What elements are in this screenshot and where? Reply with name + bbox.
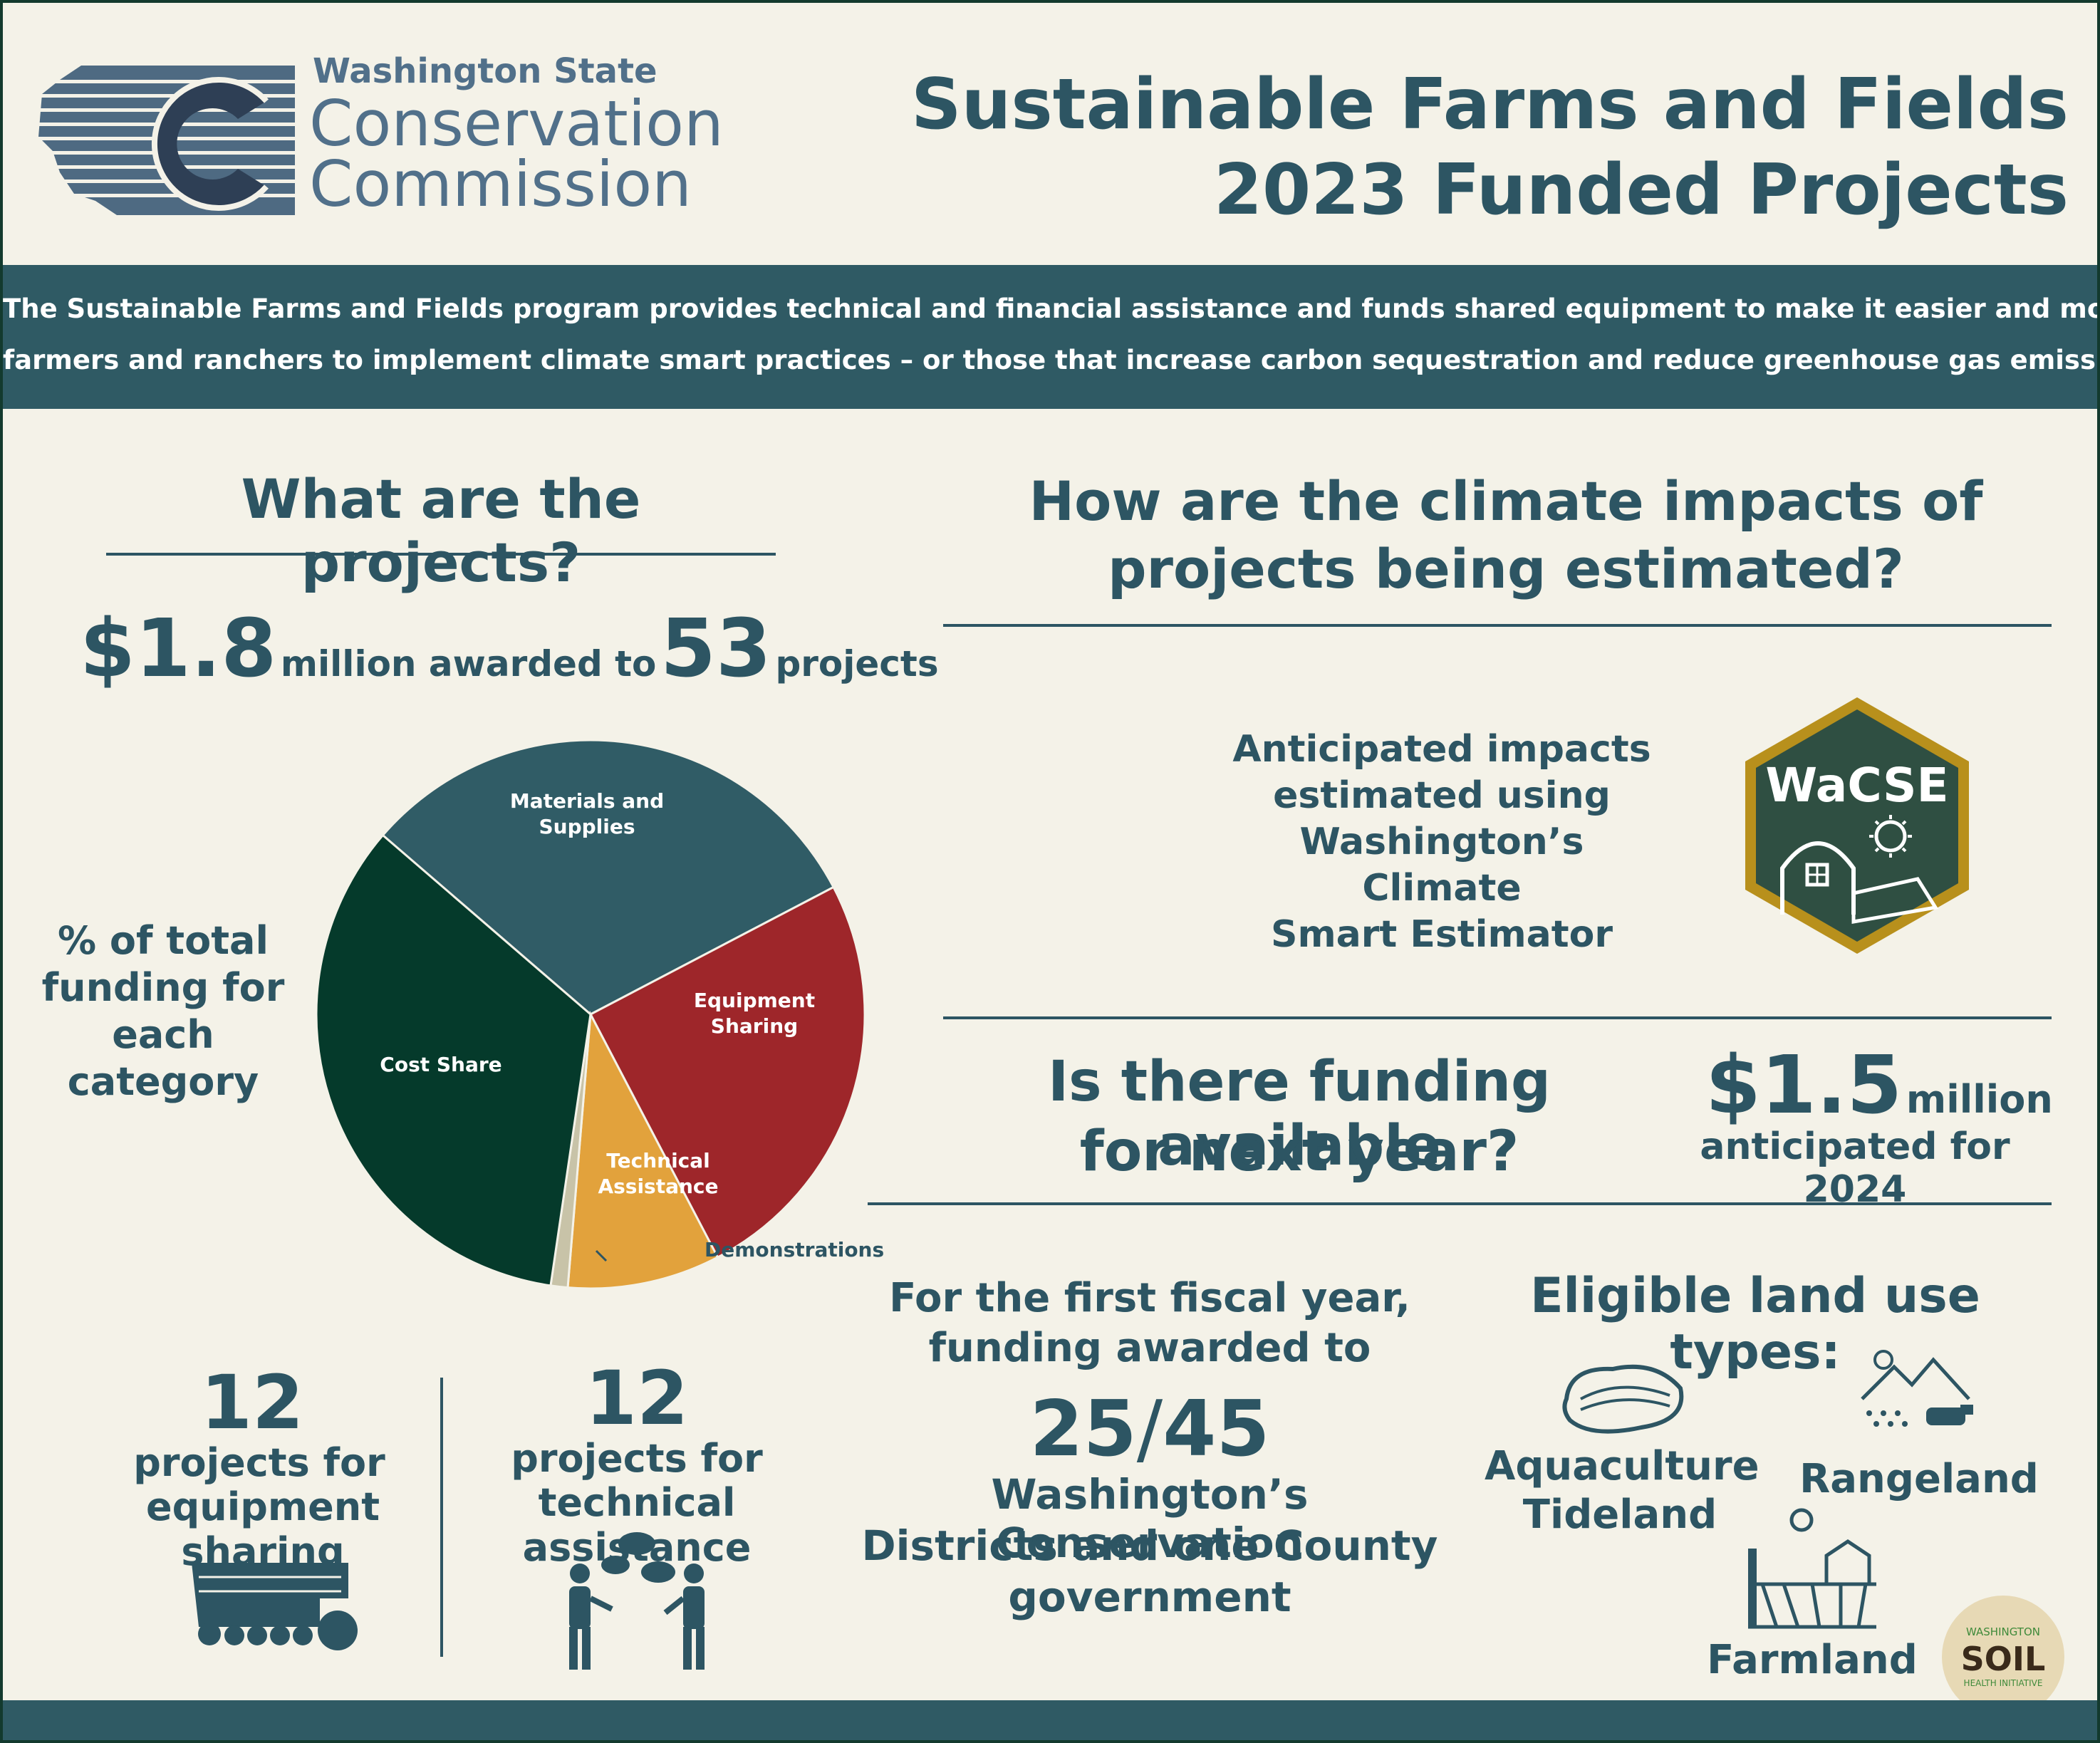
next-year-amount-unit: million <box>1906 1077 2053 1122</box>
page-title-line1: Sustainable Farms and Fields <box>911 64 2069 145</box>
next-year-amount-text: anticipated for 2024 <box>1700 1125 2010 1211</box>
pie-label-equipment-sharing: Equipment Sharing <box>694 989 815 1038</box>
districts-fraction-denominator: 45 <box>1163 1385 1270 1474</box>
climate-text-line2: estimated using <box>1273 774 1611 817</box>
washington-state-logo-icon <box>38 66 302 215</box>
org-name-line2: Conservation <box>309 87 724 160</box>
org-name-line3: Commission <box>309 147 692 221</box>
districts-text-line5: government <box>1008 1573 1291 1621</box>
people-talking-icon <box>569 1532 705 1670</box>
footer-band <box>3 1700 2097 1740</box>
climate-heading-divider <box>943 624 2052 627</box>
technical-count-label-line2: technical assistance <box>523 1480 752 1570</box>
counts-divider <box>440 1378 443 1657</box>
climate-section-divider <box>943 1016 2052 1019</box>
intro-text-line2: farmers and ranchers to implement climat… <box>3 345 2100 375</box>
page-title-line2: 2023 Funded Projects <box>1213 150 2069 231</box>
climate-text-line4: Smart Estimator <box>1271 913 1613 956</box>
wacse-badge-label: WaCSE <box>1765 758 1949 813</box>
org-name-line1: Washington State <box>313 51 657 91</box>
projects-heading: What are the projects? <box>241 467 641 594</box>
next-year-heading-line1: Is there funding available <box>1048 1050 1551 1178</box>
farmland-icon <box>1748 1508 1876 1629</box>
land-use-heading: Eligible land use types: <box>1530 1268 1980 1380</box>
climate-text: Anticipated impacts estimated using Wash… <box>1214 727 1670 958</box>
climate-heading-line2: projects being estimated? <box>1108 537 1904 600</box>
funding-pie-chart: Materials and Supplies Equipment Sharing Tec… <box>315 739 884 1290</box>
aquaculture-label-line1: Aquaculture <box>1485 1443 1759 1489</box>
wacse-hexagon-icon <box>1745 697 1969 954</box>
fraction-slash: / <box>1136 1385 1163 1474</box>
project-count-text: projects <box>775 643 939 685</box>
pie-slice-cost-share <box>315 833 592 1287</box>
pie-leader-line-demonstrations <box>595 1249 608 1262</box>
pie-caption-line1: % of total <box>58 918 269 963</box>
next-year-heading-line2: for next year? <box>1079 1120 1519 1184</box>
technical-count-number: 12 <box>585 1355 689 1442</box>
pie-caption-line2: funding for <box>41 965 285 1010</box>
pie-label-demonstrations: Demonstrations <box>705 1238 884 1261</box>
rangeland-icon <box>1861 1350 1973 1427</box>
districts-fraction-numerator: 25 <box>1029 1385 1137 1474</box>
funding-amount-text: million awarded to <box>280 643 657 685</box>
intro-text-line1: The Sustainable Farms and Fields program… <box>3 293 2097 324</box>
intro-banner: The Sustainable Farms and Fields program… <box>3 265 2097 409</box>
farmland-label: Farmland <box>1707 1637 1918 1683</box>
pie-caption: % of total funding for each category <box>24 917 302 1105</box>
next-year-divider <box>868 1202 2052 1205</box>
project-count: 53 <box>660 603 771 695</box>
oyster-icon <box>1562 1364 1684 1434</box>
climate-text-line1: Anticipated impacts <box>1232 728 1651 771</box>
wacse-badge: WaCSE <box>1740 694 1975 957</box>
funding-amount: $1.8 <box>80 603 277 695</box>
climate-text-line3: Washington’s Climate <box>1299 821 1584 910</box>
pie-caption-line3: each category <box>67 1012 259 1104</box>
climate-heading-line1: How are the climate impacts of <box>1029 469 1983 533</box>
pie-label-technical-assistance: Technical Assistance <box>598 1149 718 1198</box>
aquaculture-label-line2: Tideland <box>1522 1492 1717 1538</box>
organization-logo: Washington State Conservation Commission <box>31 51 724 236</box>
districts-text-line3: Washington’s Conservation <box>991 1470 1309 1567</box>
soil-badge-bottom: HEALTH INITIATIVE <box>1963 1678 2043 1688</box>
soil-badge-top: WASHINGTON <box>1966 1625 2040 1638</box>
equipment-count-label-line1: projects for <box>133 1440 385 1485</box>
equipment-count-number: 12 <box>200 1359 304 1446</box>
districts-text-line1: For the first fiscal year, <box>889 1275 1410 1321</box>
pie-slice-technical-assistance <box>566 1010 719 1290</box>
districts-text-line4: Districts and one County <box>861 1521 1438 1570</box>
districts-fraction: 25/45 <box>879 1385 1420 1474</box>
projects-heading-divider <box>106 553 776 556</box>
soil-badge-main: SOIL <box>1960 1640 2046 1678</box>
pie-label-materials-and-supplies: Materials and Supplies <box>510 789 664 838</box>
pie-slice-equipment-sharing <box>588 885 866 1259</box>
districts-text-line2: funding awarded to <box>928 1325 1371 1371</box>
funding-summary: $1.8 million awarded to 53 projects <box>80 603 939 695</box>
pie-label-cost-share: Cost Share <box>380 1053 501 1076</box>
technical-count-label-line1: projects for <box>511 1436 763 1481</box>
next-year-amount-row: $1.5 million <box>1705 1039 2053 1132</box>
next-year-amount: $1.5 <box>1705 1039 1903 1132</box>
soil-health-badge: WASHINGTON SOIL HEALTH INITIATIVE <box>1942 1596 2064 1718</box>
rangeland-label: Rangeland <box>1799 1456 2039 1502</box>
seed-drill-icon <box>192 1563 358 1650</box>
